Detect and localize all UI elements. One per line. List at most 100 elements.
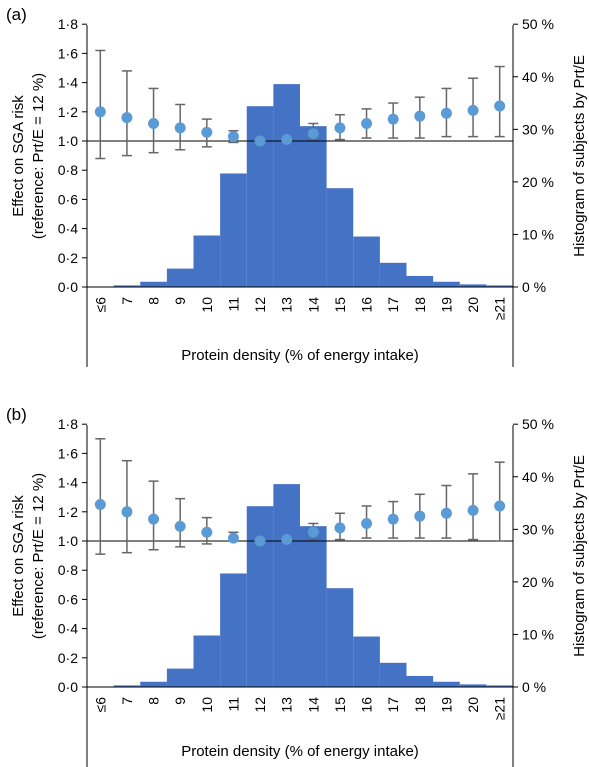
histogram-bar — [193, 235, 221, 287]
histogram-bar — [273, 484, 300, 687]
left-tick-label: 0·0 — [58, 679, 78, 695]
panel-a: (a) 0·0 0·2 0·4 0·6 0·8 1·0 1·2 1·4 1·6 1·8 0 % 10 %… — [6, 5, 588, 367]
histogram-bar — [406, 275, 434, 287]
x-tick-label: 15 — [332, 697, 348, 713]
left-tick-label: 1·0 — [58, 533, 78, 549]
effect-point — [307, 128, 319, 140]
x-tick-label: 8 — [146, 297, 162, 305]
histogram-bar — [166, 668, 194, 687]
effect-point — [148, 117, 160, 129]
effect-point — [494, 100, 506, 112]
x-tick-label: 12 — [252, 697, 268, 713]
right-tick-label: 50 % — [522, 416, 554, 432]
histogram-bar — [220, 573, 247, 687]
left-tick-label: 1·4 — [58, 75, 78, 91]
histogram-bar — [246, 506, 274, 687]
effect-point — [121, 112, 133, 124]
left-tick-label: 0·4 — [58, 221, 78, 237]
left-tick-label: 0·6 — [58, 191, 78, 207]
histogram-bar — [433, 681, 460, 687]
left-tick-label: 1·4 — [58, 475, 78, 491]
x-tick-label: 10 — [199, 297, 215, 313]
effect-point — [121, 506, 133, 518]
histogram-bar — [353, 636, 380, 687]
effect-point — [227, 532, 239, 544]
left-axis-label: Effect on SGA risk — [10, 95, 27, 217]
histogram-bar — [379, 262, 407, 287]
left-tick-label: 0·8 — [58, 162, 78, 178]
left-tick-label: 1·8 — [58, 416, 78, 432]
x-tick-label: 16 — [359, 297, 375, 313]
right-tick-label: 20 % — [522, 574, 554, 590]
x-tick-label: ≥21 — [492, 697, 508, 720]
left-tick-label: 0·2 — [58, 250, 78, 266]
right-axis-label: Histogram of subjects by Prt/E — [571, 455, 588, 657]
x-tick-label: ≤6 — [92, 297, 108, 313]
effect-point — [307, 526, 319, 538]
effect-point — [174, 520, 186, 532]
histogram-bar — [246, 106, 274, 287]
right-tick-label: 50 % — [522, 16, 554, 32]
effect-point — [387, 113, 399, 125]
x-tick-label: 7 — [119, 697, 135, 705]
left-tick-label: 0·8 — [58, 562, 78, 578]
x-tick-label: 7 — [119, 297, 135, 305]
right-tick-label: 10 % — [522, 226, 554, 242]
effect-point — [467, 504, 479, 516]
x-tick-label: 10 — [199, 697, 215, 713]
left-tick-label: 0·0 — [58, 279, 78, 295]
x-tick-label: 13 — [279, 697, 295, 713]
histogram-bar — [300, 126, 327, 287]
effect-point — [494, 500, 506, 512]
right-tick-label: 10 % — [522, 626, 554, 642]
histogram-bar — [140, 681, 167, 687]
right-tick-label: 0 % — [522, 279, 546, 295]
x-tick-label: 17 — [385, 697, 401, 713]
x-tick-label: ≥21 — [492, 297, 508, 320]
histogram-bar — [113, 285, 141, 287]
histogram-bar — [486, 685, 513, 687]
histogram-bar — [273, 84, 300, 287]
x-axis-label: Protein density (% of energy intake) — [181, 743, 419, 760]
effect-point — [94, 106, 106, 118]
x-tick-label: 17 — [385, 297, 401, 313]
left-tick-label: 1·2 — [58, 504, 78, 520]
histogram-bar — [379, 662, 407, 687]
right-tick-label: 30 % — [522, 121, 554, 137]
x-tick-label: 9 — [172, 297, 188, 305]
histogram-bar — [326, 588, 354, 687]
effect-point — [361, 117, 373, 129]
left-tick-label: 0·6 — [58, 591, 78, 607]
x-tick-label: 13 — [279, 297, 295, 313]
x-tick-label: 11 — [225, 297, 241, 312]
left-tick-label: 0·2 — [58, 650, 78, 666]
effect-point — [254, 535, 266, 547]
x-tick-label: 16 — [359, 697, 375, 713]
histogram-bar — [433, 281, 460, 287]
effect-point — [148, 513, 160, 525]
effect-point — [281, 534, 293, 546]
panel-label: (b) — [6, 405, 27, 424]
effect-point — [440, 507, 452, 519]
histogram-bar — [113, 685, 141, 687]
left-tick-label: 1·0 — [58, 133, 78, 149]
right-tick-label: 40 % — [522, 469, 554, 485]
effect-point — [281, 134, 293, 146]
left-axis-label-reference: (reference: Prt/E = 12 %) — [30, 73, 47, 239]
right-axis-label: Histogram of subjects by Prt/E — [571, 55, 588, 257]
x-tick-label: 19 — [438, 297, 454, 313]
effect-point — [254, 135, 266, 147]
effect-point — [361, 517, 373, 529]
x-tick-label: 15 — [332, 297, 348, 313]
panel-b: (b) 0·0 0·2 0·4 0·6 0·8 1·0 1·2 1·4 1·6 1·8 0 % 10 %… — [6, 405, 588, 767]
effect-point — [334, 522, 346, 534]
effect-point — [201, 126, 213, 138]
x-axis-label: Protein density (% of energy intake) — [181, 347, 419, 364]
histogram-bar — [326, 188, 354, 287]
x-tick-label: ≤6 — [92, 697, 108, 713]
histogram-bar — [220, 173, 247, 287]
left-tick-label: 1·8 — [58, 16, 78, 32]
x-tick-label: 12 — [252, 297, 268, 313]
x-tick-label: 19 — [438, 697, 454, 713]
